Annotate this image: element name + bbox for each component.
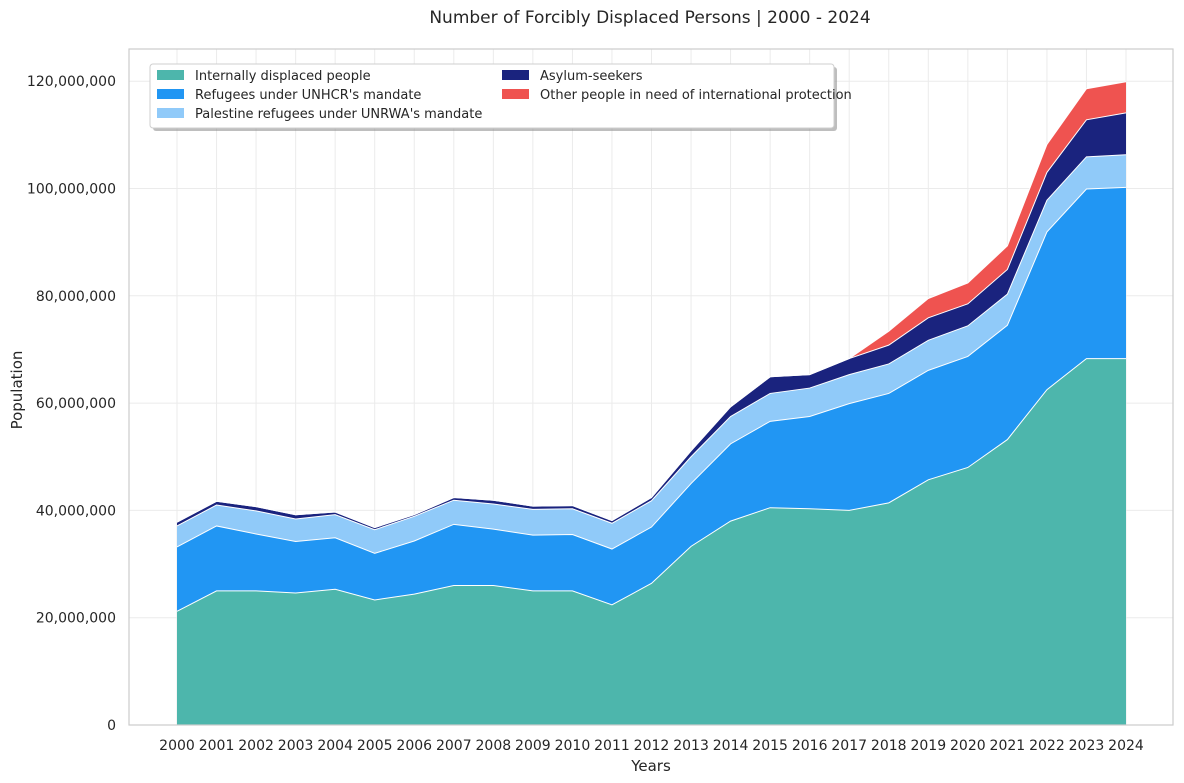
- y-tick-label: 60,000,000: [36, 396, 116, 412]
- x-tick-label: 2010: [555, 738, 591, 754]
- legend-swatch: [502, 89, 529, 99]
- x-tick-label: 2015: [752, 738, 788, 754]
- x-tick-label: 2022: [1029, 738, 1065, 754]
- x-axis-label: Years: [630, 757, 671, 775]
- legend-swatch: [502, 70, 529, 80]
- x-tick-label: 2002: [238, 738, 274, 754]
- x-tick-label: 2017: [831, 738, 867, 754]
- legend-label: Refugees under UNHCR's mandate: [195, 88, 421, 103]
- x-tick-label: 2014: [713, 738, 749, 754]
- x-tick-label: 2000: [159, 738, 195, 754]
- x-tick-label: 2023: [1069, 738, 1105, 754]
- x-tick-label: 2003: [278, 738, 314, 754]
- legend-label: Other people in need of international pr…: [540, 88, 852, 103]
- y-tick-label: 20,000,000: [36, 611, 116, 627]
- area-palestine-refugees-under-unrwa-s-mandate: [177, 154, 1126, 554]
- x-tick-label: 2016: [792, 738, 828, 754]
- x-tick-label: 2004: [317, 738, 353, 754]
- legend-box: [149, 63, 835, 129]
- legend-label: Asylum-seekers: [540, 69, 643, 84]
- boundary-other-people-in-need-of-international-protection: [176, 81, 1127, 529]
- y-tick-label: 40,000,000: [36, 503, 116, 519]
- boundary-internally-displaced-people: [176, 358, 1126, 612]
- x-axis-ticks: 2000 2001 2002 2003 2004 2005 2006 2007 2008 2009…: [159, 738, 1144, 754]
- boundary-palestine-refugees-under-unrwa-s-mandate: [176, 154, 1127, 531]
- y-tick-label: 120,000,000: [27, 74, 116, 90]
- legend-label: Palestine refugees under UNRWA's mandate: [195, 107, 482, 122]
- x-tick-label: 2012: [634, 738, 670, 754]
- y-tick-label: 80,000,000: [36, 289, 116, 305]
- chart-title: Number of Forcibly Displaced Persons | 2…: [429, 8, 870, 28]
- y-axis-ticks: 0 20,000,000 40,000,000 60,000,000 80,000,00…: [27, 74, 116, 734]
- area-series: [177, 81, 1126, 725]
- area-other-people-in-need-of-international-protection: [177, 81, 1126, 528]
- legend: Internally displaced people Refugees unde…: [149, 63, 852, 131]
- area-internally-displaced-people: [177, 358, 1126, 725]
- x-tick-label: 2008: [476, 738, 512, 754]
- x-tick-label: 2011: [594, 738, 630, 754]
- y-axis-label: Population: [8, 351, 26, 430]
- legend-swatch: [157, 108, 184, 118]
- y-tick-label: 0: [107, 718, 116, 734]
- x-tick-label: 2007: [436, 738, 472, 754]
- y-tick-label: 100,000,000: [27, 181, 116, 197]
- x-tick-label: 2019: [910, 738, 946, 754]
- x-tick-label: 2013: [673, 738, 709, 754]
- x-tick-label: 2024: [1108, 738, 1144, 754]
- area-refugees-under-unhcr-s-mandate: [177, 187, 1126, 612]
- x-tick-label: 2009: [515, 738, 551, 754]
- legend-swatch: [157, 70, 184, 80]
- x-tick-label: 2020: [950, 738, 986, 754]
- x-tick-label: 2018: [871, 738, 907, 754]
- x-tick-label: 2006: [396, 738, 432, 754]
- x-tick-label: 2021: [990, 738, 1026, 754]
- plot-frame: [128, 48, 1174, 726]
- x-tick-label: 2005: [357, 738, 393, 754]
- series-boundaries: [176, 81, 1127, 612]
- legend-label: Internally displaced people: [195, 69, 371, 84]
- boundary-refugees-under-unhcr-s-mandate: [176, 186, 1127, 554]
- legend-swatch: [157, 89, 184, 99]
- area-asylum-seekers: [177, 112, 1126, 530]
- x-tick-label: 2001: [199, 738, 235, 754]
